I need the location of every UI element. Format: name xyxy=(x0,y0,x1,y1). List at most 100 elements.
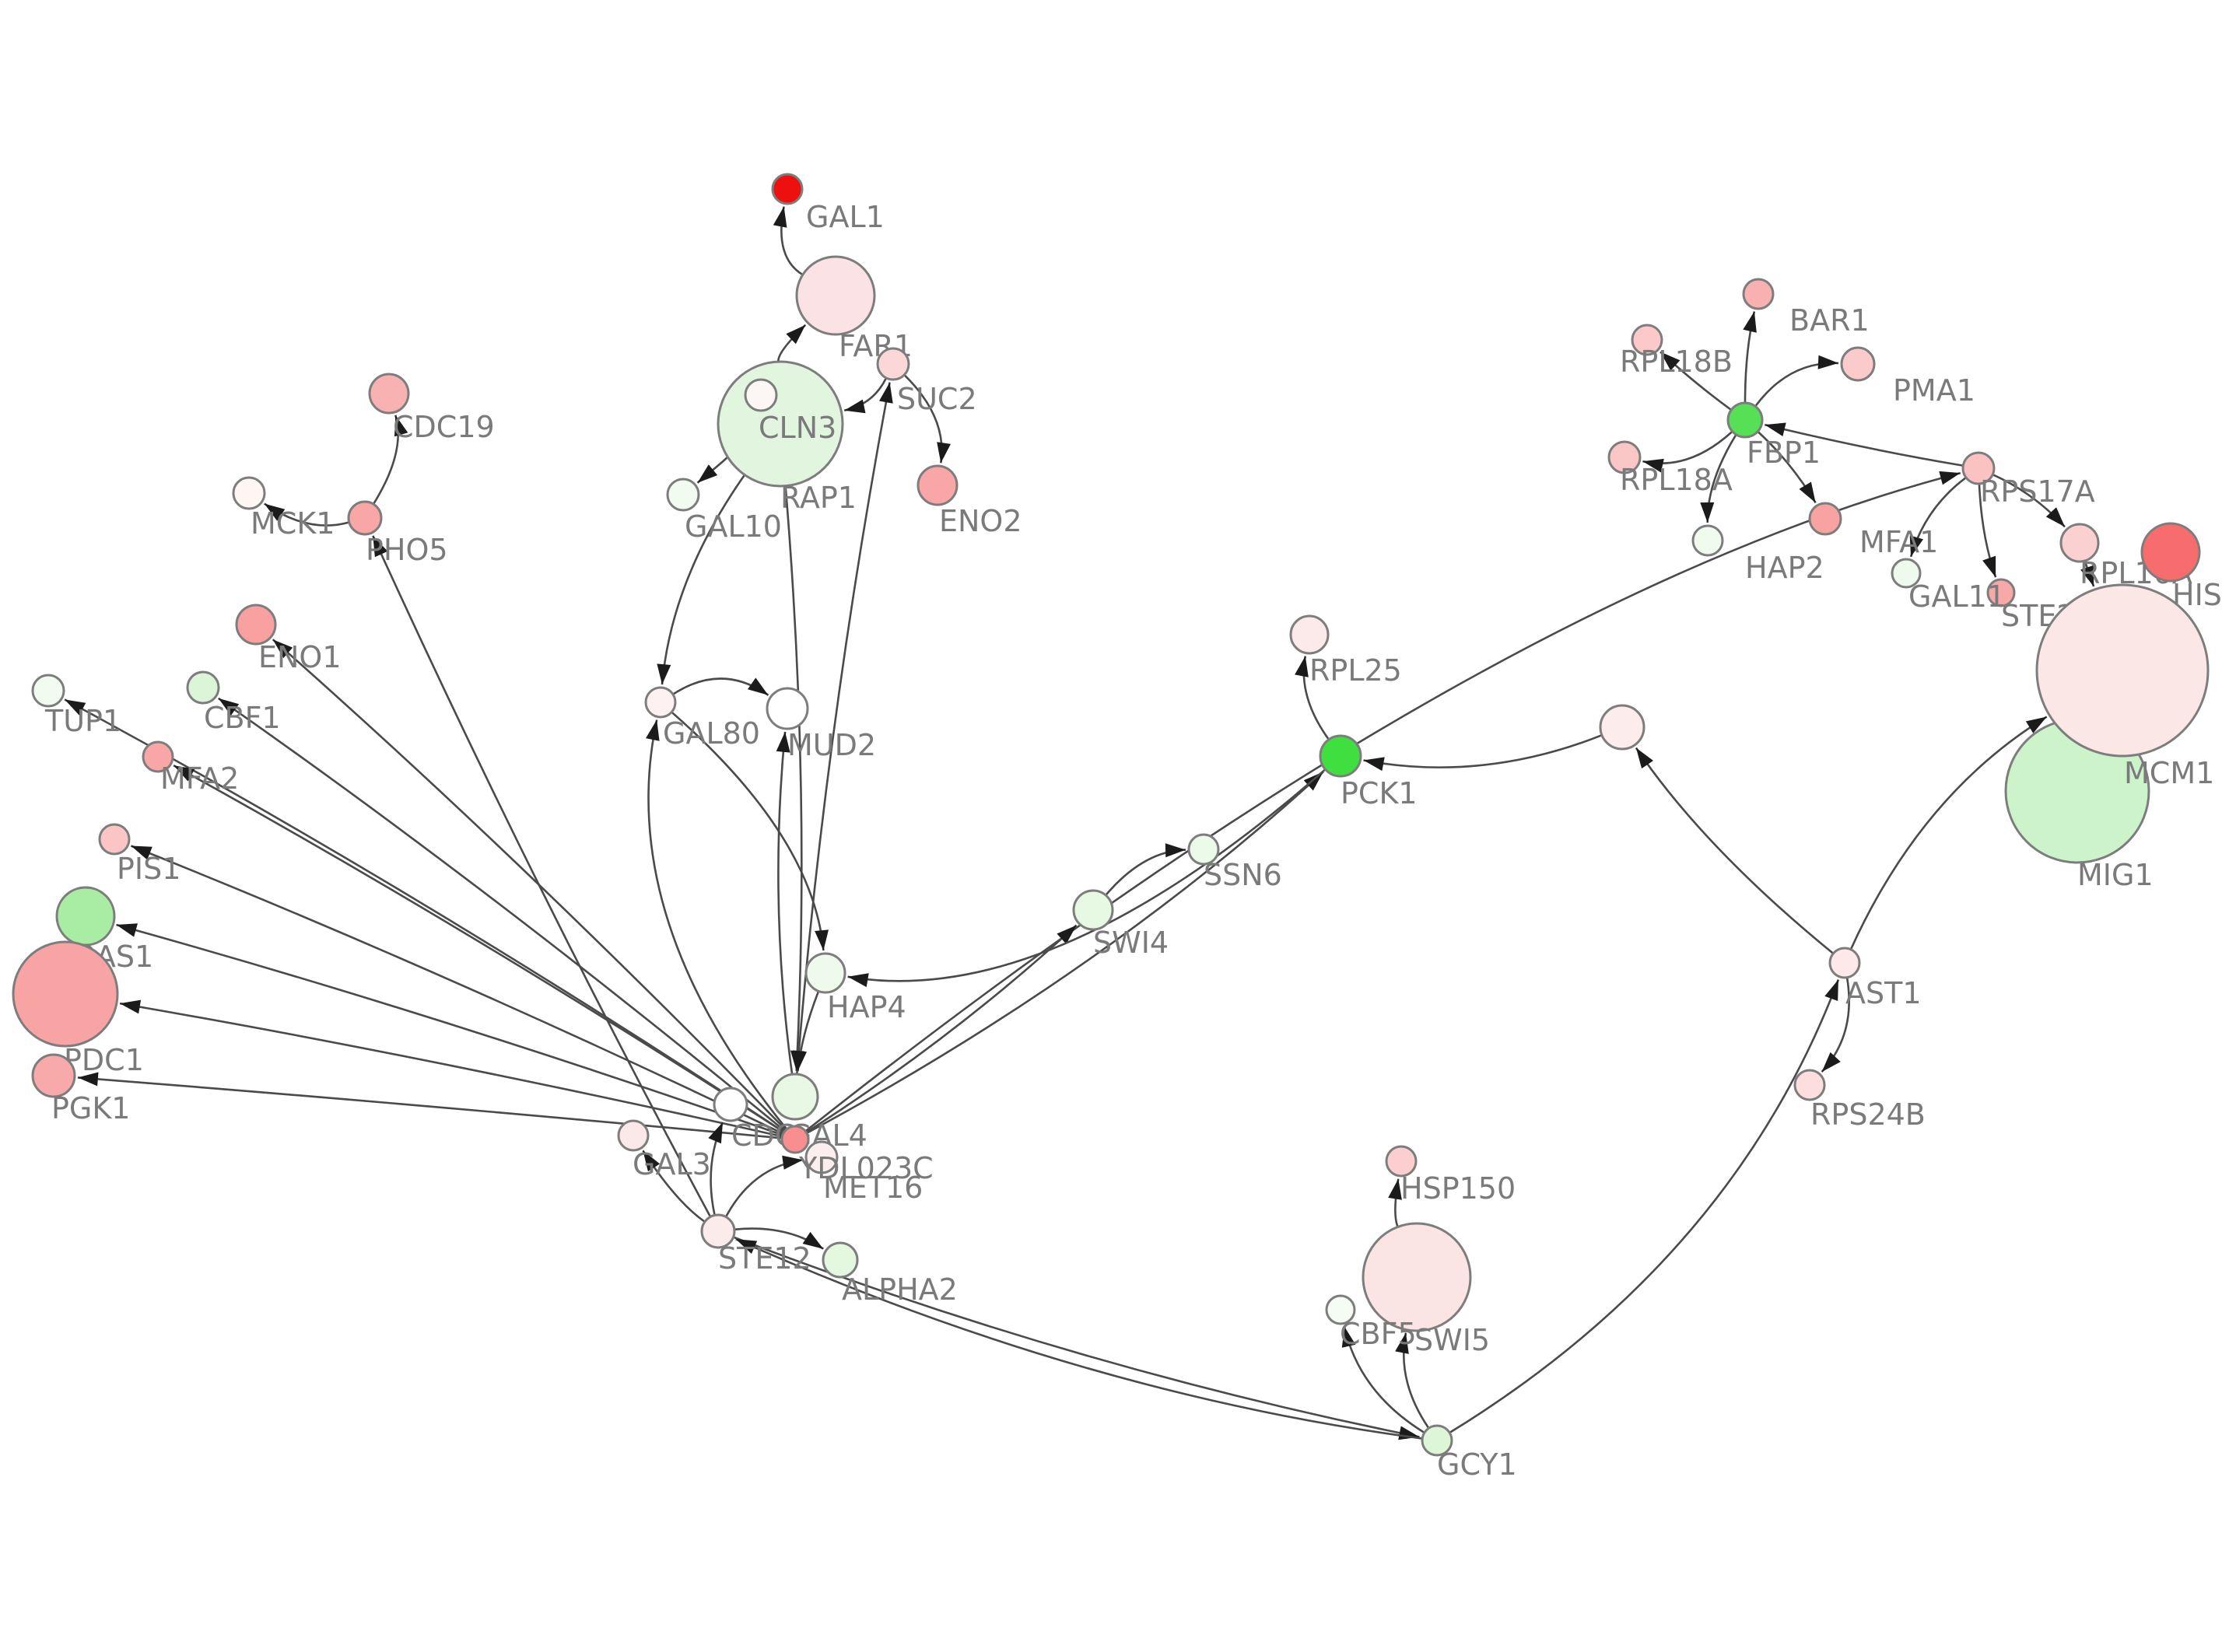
graph-node-tup1[interactable] xyxy=(31,674,65,708)
graph-edge[interactable] xyxy=(1642,431,1733,464)
graph-edge[interactable] xyxy=(130,845,783,1135)
graph-node-gal80[interactable] xyxy=(644,686,677,719)
graph-node-rpl18a[interactable] xyxy=(1607,440,1642,474)
graph-node-group: GCY1 xyxy=(1421,1424,1517,1482)
edge-arrowhead-icon xyxy=(373,535,388,558)
graph-edge[interactable] xyxy=(847,768,1326,982)
graph-node-ssn6[interactable] xyxy=(1187,833,1220,866)
graph-node-suc2[interactable] xyxy=(876,347,910,381)
graph-node-pma1[interactable] xyxy=(1840,346,1876,382)
graph-node-eno2[interactable] xyxy=(916,464,959,506)
graph-node-ras1[interactable] xyxy=(55,886,116,947)
graph-edge[interactable] xyxy=(807,771,1324,1134)
graph-edge[interactable] xyxy=(372,535,711,1217)
graph-node-mck1[interactable] xyxy=(232,476,266,510)
graph-node-cbf5[interactable] xyxy=(1325,1294,1356,1325)
edge-arrowhead-icon xyxy=(847,973,869,988)
graph-edge[interactable] xyxy=(843,378,887,411)
graph-edge[interactable] xyxy=(217,697,785,1132)
graph-node-far1[interactable] xyxy=(795,255,876,336)
edge-arrowhead-icon xyxy=(2045,507,2065,527)
graph-edge[interactable] xyxy=(1764,423,1963,467)
graph-node-swi4[interactable] xyxy=(1072,889,1114,931)
graph-edge[interactable] xyxy=(784,486,803,1072)
node-label: MFA2 xyxy=(160,761,239,796)
graph-node-his4[interactable] xyxy=(2140,522,2201,583)
edge-arrowhead-icon xyxy=(657,663,671,685)
edge-arrowhead-icon xyxy=(173,765,195,782)
graph-edge[interactable] xyxy=(116,923,783,1136)
edge-arrowhead-icon xyxy=(272,639,293,659)
graph-edge[interactable] xyxy=(671,712,825,951)
graph-node-hsp150[interactable] xyxy=(1385,1145,1418,1178)
graph-node-alpha2[interactable] xyxy=(822,1241,859,1279)
edge-arrowhead-icon xyxy=(2025,716,2047,733)
graph-node-group: FAR1 xyxy=(795,255,913,363)
graph-node-pck1[interactable] xyxy=(1319,734,1362,778)
graph-node-bar1[interactable] xyxy=(1742,278,1775,310)
graph-node-cdc[interactable] xyxy=(713,1087,748,1122)
graph-node-gal4[interactable] xyxy=(771,1073,819,1121)
graph-node-pho5[interactable] xyxy=(347,500,383,536)
graph-node-fbp1[interactable] xyxy=(1726,401,1764,439)
graph-node-group: AST1 xyxy=(1828,947,1922,1010)
graph-node-ast1[interactable] xyxy=(1828,947,1861,979)
graph-edge[interactable] xyxy=(1449,979,1840,1433)
edge-arrowhead-icon xyxy=(116,923,138,937)
graph-node-mud2[interactable] xyxy=(766,687,809,730)
graph-edge[interactable] xyxy=(777,731,794,1074)
graph-edge[interactable] xyxy=(647,719,787,1129)
node-label: MFA1 xyxy=(1859,525,1938,559)
graph-node-cbf1[interactable] xyxy=(186,670,220,705)
graph-edge[interactable] xyxy=(272,639,787,1131)
graph-node-rpl16a[interactable] xyxy=(2059,523,2100,563)
graph-node-rpl25[interactable] xyxy=(1289,614,1330,655)
graph-node-mcm1[interactable] xyxy=(2035,583,2210,758)
graph-edge[interactable] xyxy=(661,474,745,685)
graph-node-ydl023c[interactable] xyxy=(780,1125,810,1154)
graph-node-pdc1[interactable] xyxy=(12,940,119,1048)
graph-edge[interactable] xyxy=(119,1002,782,1138)
graph-node-group: PHO5 xyxy=(347,500,448,567)
graph-edge[interactable] xyxy=(1754,362,1839,407)
graph-edge[interactable] xyxy=(1635,747,1834,954)
graph-node-hap4[interactable] xyxy=(804,952,846,994)
graph-node-ste2[interactable] xyxy=(1986,578,2016,607)
graph-node-gcy1[interactable] xyxy=(1421,1424,1453,1457)
graph-edge[interactable] xyxy=(725,1158,804,1217)
graph-edge[interactable] xyxy=(1850,716,2048,950)
edge-arrowhead-icon xyxy=(120,999,142,1014)
graph-node-gal1[interactable] xyxy=(771,173,804,205)
node-label: FBP1 xyxy=(1747,436,1821,470)
graph-node-mfa2[interactable] xyxy=(142,740,174,773)
node-label: RAP1 xyxy=(780,481,857,515)
graph-node-gal11[interactable] xyxy=(1891,558,1922,589)
graph-node-hap2[interactable] xyxy=(1691,524,1724,557)
graph-node-group: PDC1 xyxy=(12,940,144,1077)
edge-arrowhead-icon xyxy=(218,698,240,716)
graph-node-node_x[interactable] xyxy=(1599,704,1645,751)
graph-node-cln3[interactable] xyxy=(744,378,778,412)
graph-node-eno1[interactable] xyxy=(235,604,277,646)
graph-node-rpl18b[interactable] xyxy=(1631,324,1663,356)
graph-edge[interactable] xyxy=(173,764,784,1133)
graph-node-gal10[interactable] xyxy=(666,478,700,512)
graph-node-met16[interactable] xyxy=(804,1140,839,1174)
graph-node-rps24b[interactable] xyxy=(1793,1069,1826,1101)
graph-node-group: SWI5 xyxy=(1362,1222,1490,1357)
graph-edge[interactable] xyxy=(77,1076,782,1139)
graph-node-group: RPS24B xyxy=(1793,1069,1926,1132)
graph-edge[interactable] xyxy=(1363,734,1602,768)
graph-edge[interactable] xyxy=(735,1238,1422,1440)
graph-node-ste12[interactable] xyxy=(700,1213,736,1249)
graph-edge[interactable] xyxy=(1105,849,1186,896)
graph-node-cdc19[interactable] xyxy=(368,373,410,415)
graph-node-pis1[interactable] xyxy=(98,823,131,856)
graph-edge[interactable] xyxy=(806,924,1078,1133)
graph-node-rps17a[interactable] xyxy=(1961,451,1996,485)
graph-node-mfa1[interactable] xyxy=(1808,502,1842,536)
graph-node-swi5[interactable] xyxy=(1362,1222,1472,1332)
graph-node-gal3[interactable] xyxy=(617,1119,650,1152)
graph-node-pgk1[interactable] xyxy=(31,1053,76,1098)
